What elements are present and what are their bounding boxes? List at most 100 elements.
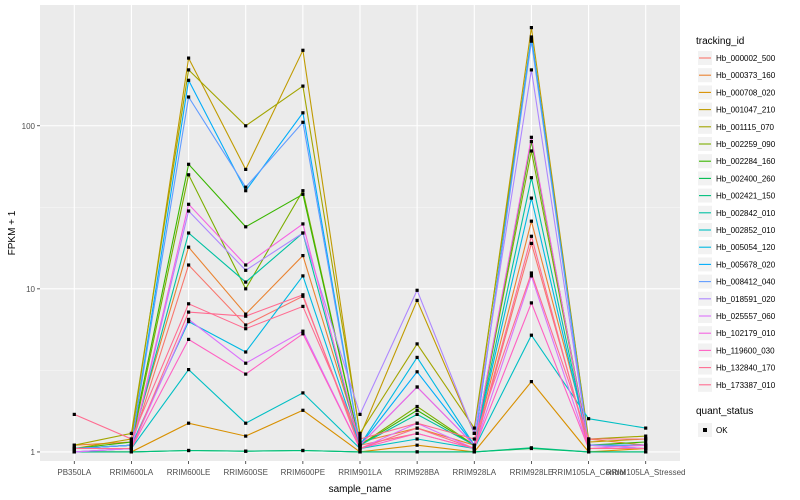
data-point-8-8	[529, 446, 533, 450]
data-point-11-4	[301, 274, 305, 278]
data-point-4-6	[415, 342, 419, 346]
y-tick-label-1: 10	[26, 285, 35, 294]
data-point-10-3	[244, 421, 248, 425]
data-point-8-6	[415, 450, 419, 454]
data-point-18-5	[358, 437, 362, 441]
x-tick-label-10: RRIM105LA_Stressed	[606, 468, 686, 477]
data-point-4-2	[187, 68, 191, 72]
legend-label-13: Hb_008412_040	[716, 278, 776, 287]
x-axis-title: sample_name	[329, 484, 392, 495]
data-point-2-8	[529, 380, 533, 384]
legend-label-18: Hb_132840_170	[716, 364, 776, 373]
data-point-4-3	[244, 124, 248, 128]
data-point-12-4	[301, 111, 305, 115]
data-point-8-2	[187, 448, 191, 453]
legend-label-10: Hb_002852_010	[716, 226, 776, 235]
data-point-1-3	[244, 312, 248, 316]
legend-label-17: Hb_119600_030	[716, 346, 775, 355]
data-point-19-0	[72, 446, 76, 451]
data-point-10-10	[644, 426, 648, 430]
data-point-13-4	[301, 120, 305, 124]
data-point-4-8	[529, 37, 533, 41]
data-point-2-2	[187, 421, 191, 425]
data-point-18-1	[129, 437, 133, 441]
data-point-9-2	[187, 231, 191, 235]
legend-label-5: Hb_002259_090	[716, 140, 776, 149]
data-point-5-2	[187, 173, 191, 177]
data-point-14-4	[301, 231, 305, 235]
data-point-6-3	[244, 225, 248, 229]
data-point-9-3	[244, 280, 248, 284]
data-point-5-6	[415, 404, 419, 409]
data-points	[72, 26, 648, 454]
data-point-19-5	[358, 446, 362, 451]
data-point-19-4	[301, 293, 305, 297]
data-point-12-6	[415, 370, 419, 374]
data-point-11-2	[187, 320, 191, 324]
x-tick-label-3: RRIM600SE	[223, 468, 267, 477]
x-tick-label-5: RRIM901LA	[338, 468, 382, 477]
data-point-16-7	[472, 443, 476, 447]
data-point-4-1	[129, 431, 133, 435]
data-point-0-3	[244, 323, 248, 327]
data-point-4-0	[72, 443, 76, 447]
legend-color-title: tracking_id	[696, 36, 744, 47]
data-point-6-4	[301, 192, 305, 196]
data-point-1-8	[529, 219, 533, 223]
data-point-14-2	[187, 209, 191, 213]
legend-label-16: Hb_102179_010	[716, 329, 776, 338]
legend-label-14: Hb_018591_020	[716, 295, 776, 304]
legend-label-0: Hb_000002_500	[716, 54, 776, 63]
data-point-13-1	[129, 443, 133, 447]
data-point-10-6	[415, 437, 419, 441]
data-point-9-8	[529, 176, 533, 180]
data-point-19-8	[529, 234, 533, 238]
y-axis-title: FPKM + 1	[7, 210, 18, 255]
data-point-18-9	[587, 437, 591, 441]
data-point-11-8	[529, 196, 533, 200]
data-point-10-2	[187, 368, 191, 372]
data-point-18-0	[72, 412, 76, 416]
legend-label-19: Hb_173387_010	[716, 381, 776, 390]
x-tick-label-6: RRIM928BA	[395, 468, 440, 477]
data-point-12-2	[187, 78, 191, 82]
data-point-15-4	[301, 329, 305, 333]
data-point-6-8	[529, 140, 533, 144]
data-point-14-5	[358, 412, 362, 416]
data-point-16-4	[301, 222, 305, 226]
data-point-12-8	[529, 35, 533, 39]
data-point-4-7	[472, 426, 476, 430]
data-point-4-5	[358, 431, 362, 435]
x-tick-label-4: RRIM600PE	[281, 468, 325, 477]
legend-shape-label-ok: OK	[716, 426, 728, 435]
data-point-0-8	[529, 241, 533, 245]
data-point-19-10	[644, 446, 648, 451]
data-point-3-4	[301, 48, 305, 52]
data-point-15-0	[72, 450, 76, 454]
data-point-18-3	[244, 327, 248, 331]
data-point-2-3	[244, 434, 248, 438]
data-point-14-3	[244, 268, 248, 272]
data-point-17-6	[415, 431, 419, 435]
data-point-6-6	[415, 408, 419, 412]
legend-label-15: Hb_025557_060	[716, 312, 776, 321]
data-point-5-3	[244, 287, 248, 291]
legend-label-8: Hb_002421_150	[716, 192, 776, 201]
data-point-17-2	[187, 337, 191, 341]
data-point-4-4	[301, 84, 305, 88]
data-point-3-8	[529, 26, 533, 30]
data-point-14-6	[415, 288, 419, 292]
data-point-17-4	[301, 332, 305, 336]
data-point-16-6	[415, 385, 419, 389]
data-point-16-8	[529, 135, 533, 139]
data-point-11-3	[244, 350, 248, 354]
legend-label-6: Hb_002284_160	[716, 157, 776, 166]
data-point-17-8	[529, 301, 533, 305]
data-point-19-3	[244, 314, 248, 318]
legend-shape-marker	[703, 428, 707, 432]
x-tick-label-9: RRIM105LA_Control	[552, 468, 626, 477]
y-tick-label-2: 100	[22, 122, 36, 131]
legend-label-9: Hb_002842_010	[716, 209, 776, 218]
x-axis: PB350LA RRIM600LA RRIM600LE RRIM600SE RRIM60…	[57, 461, 686, 477]
data-point-18-4	[301, 304, 305, 308]
